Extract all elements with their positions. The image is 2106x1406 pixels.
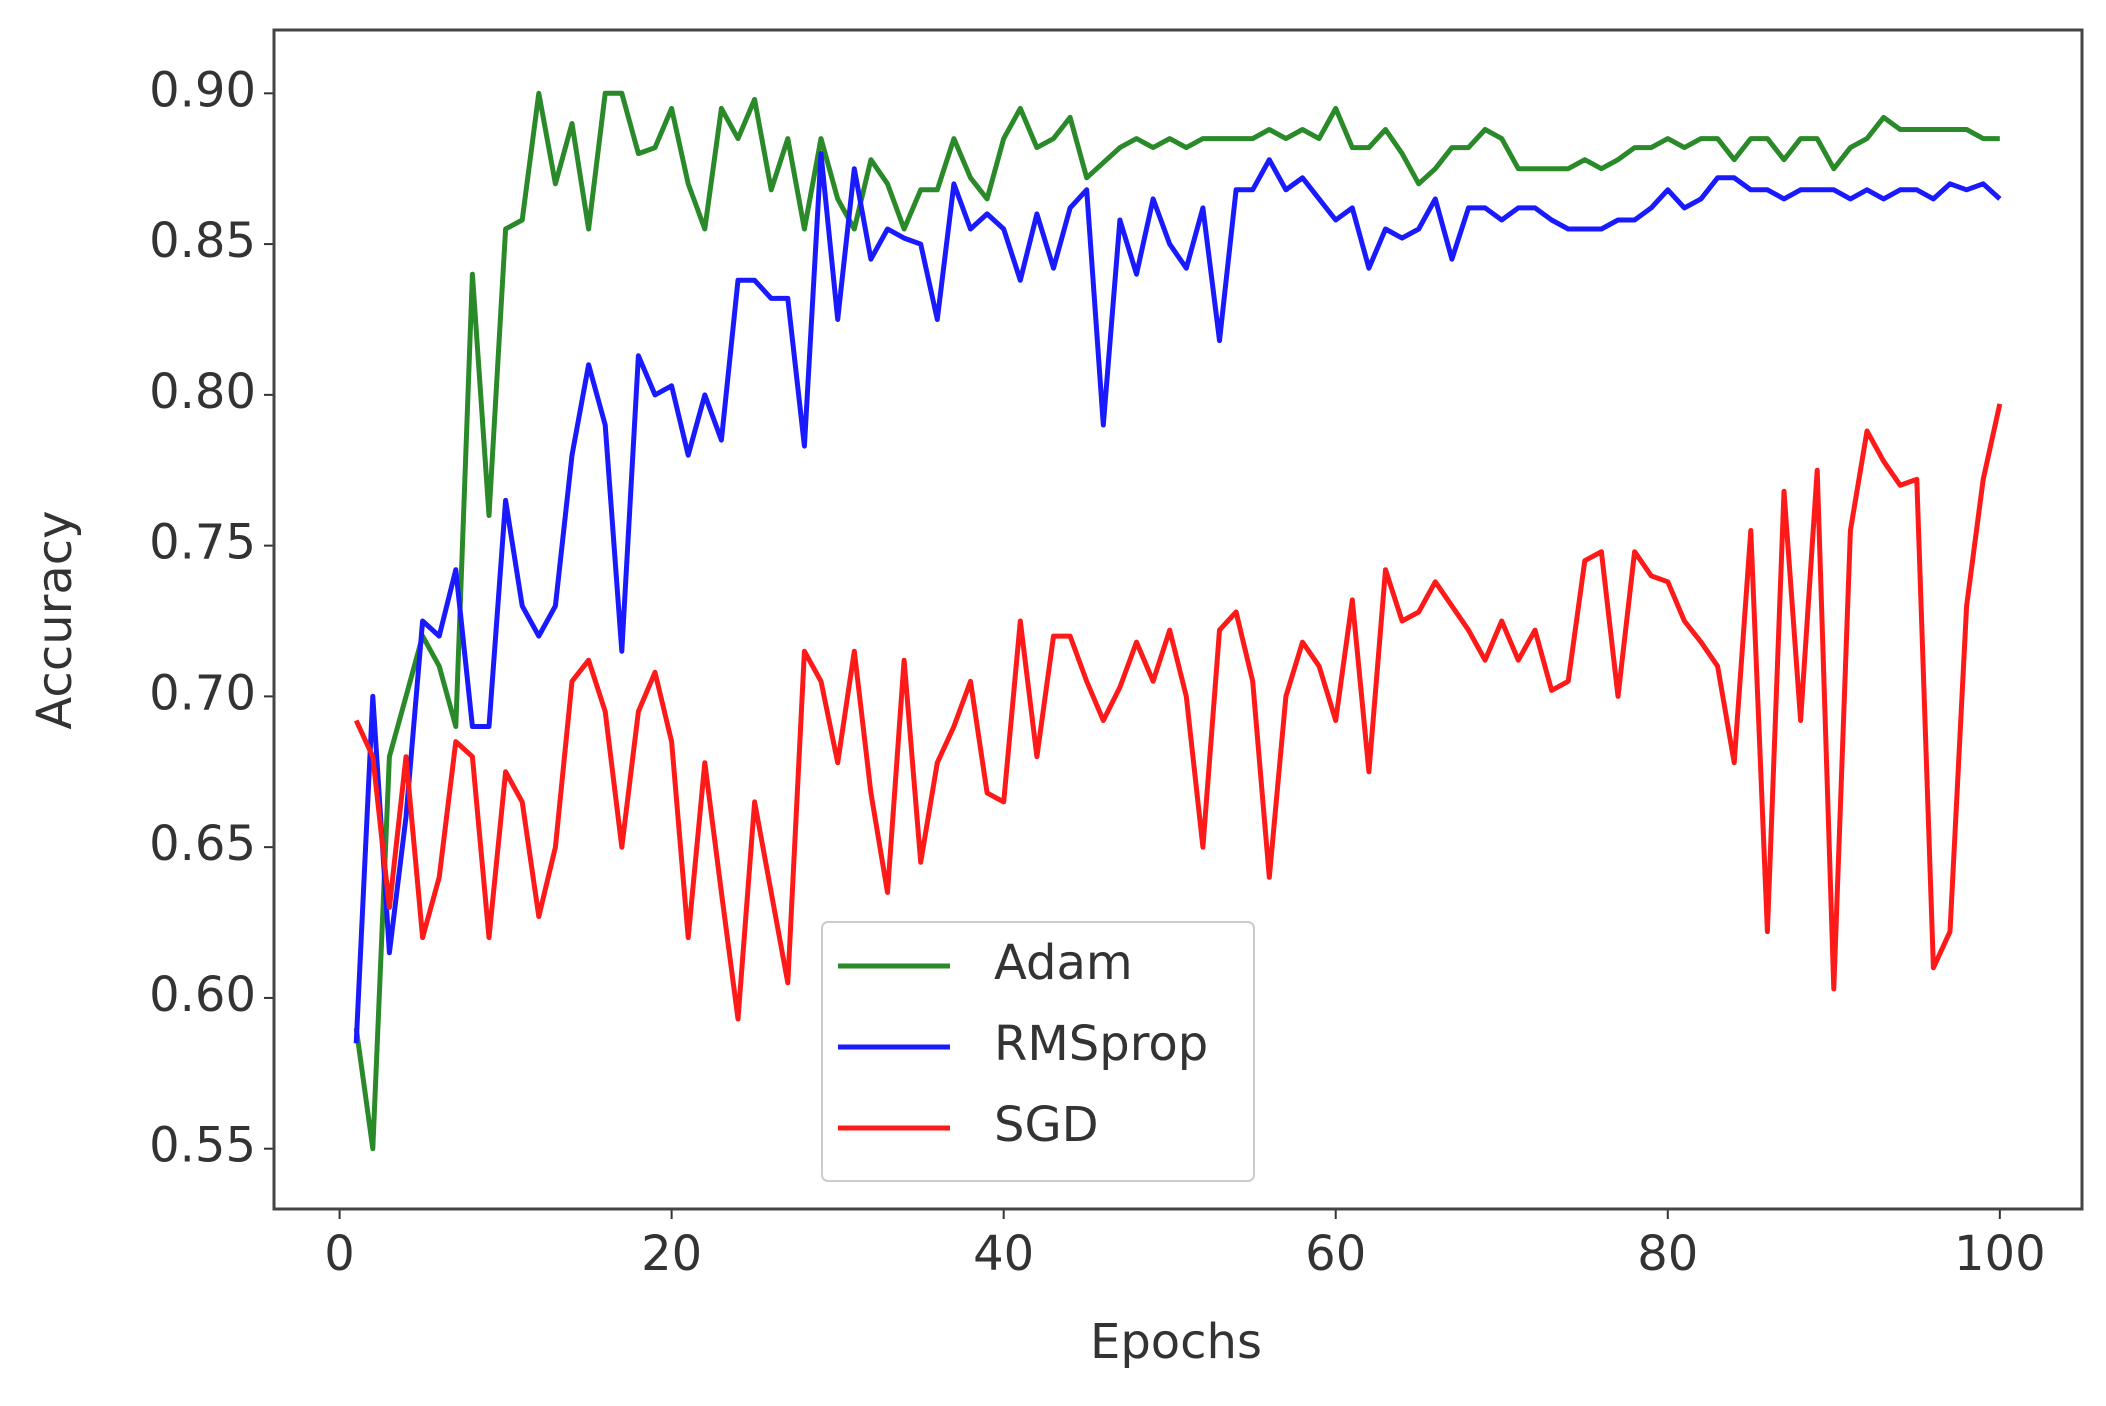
- x-tick-label: 100: [1954, 1226, 2046, 1282]
- x-axis-label: Epochs: [1090, 1314, 1262, 1370]
- series-line: [353, 90, 2000, 1152]
- y-tick-label: 0.75: [149, 515, 256, 571]
- y-tick-label: 0.60: [149, 967, 256, 1023]
- x-tick-label: 60: [1305, 1226, 1366, 1282]
- y-tick-label: 0.85: [149, 213, 256, 269]
- y-tick-label: 0.90: [149, 62, 256, 118]
- legend-label: SGD: [994, 1097, 1099, 1153]
- x-tick-label: 80: [1637, 1226, 1698, 1282]
- legend-box: [821, 921, 1255, 1182]
- plot-frame: [272, 28, 2084, 1211]
- series-line: [353, 403, 2003, 1022]
- series-line: [353, 151, 2002, 1044]
- x-tick-label: 0: [324, 1226, 355, 1282]
- legend-label: RMSprop: [994, 1016, 1208, 1072]
- y-tick-label: 0.55: [149, 1118, 256, 1174]
- x-tick-label: 40: [973, 1226, 1034, 1282]
- x-tick-label: 20: [641, 1226, 702, 1282]
- y-tick-label: 0.65: [149, 816, 256, 872]
- y-tick-label: 0.80: [149, 364, 256, 420]
- y-axis-label: Accuracy: [27, 510, 83, 729]
- y-tick-label: 0.70: [149, 665, 256, 721]
- legend-label: Adam: [994, 935, 1133, 991]
